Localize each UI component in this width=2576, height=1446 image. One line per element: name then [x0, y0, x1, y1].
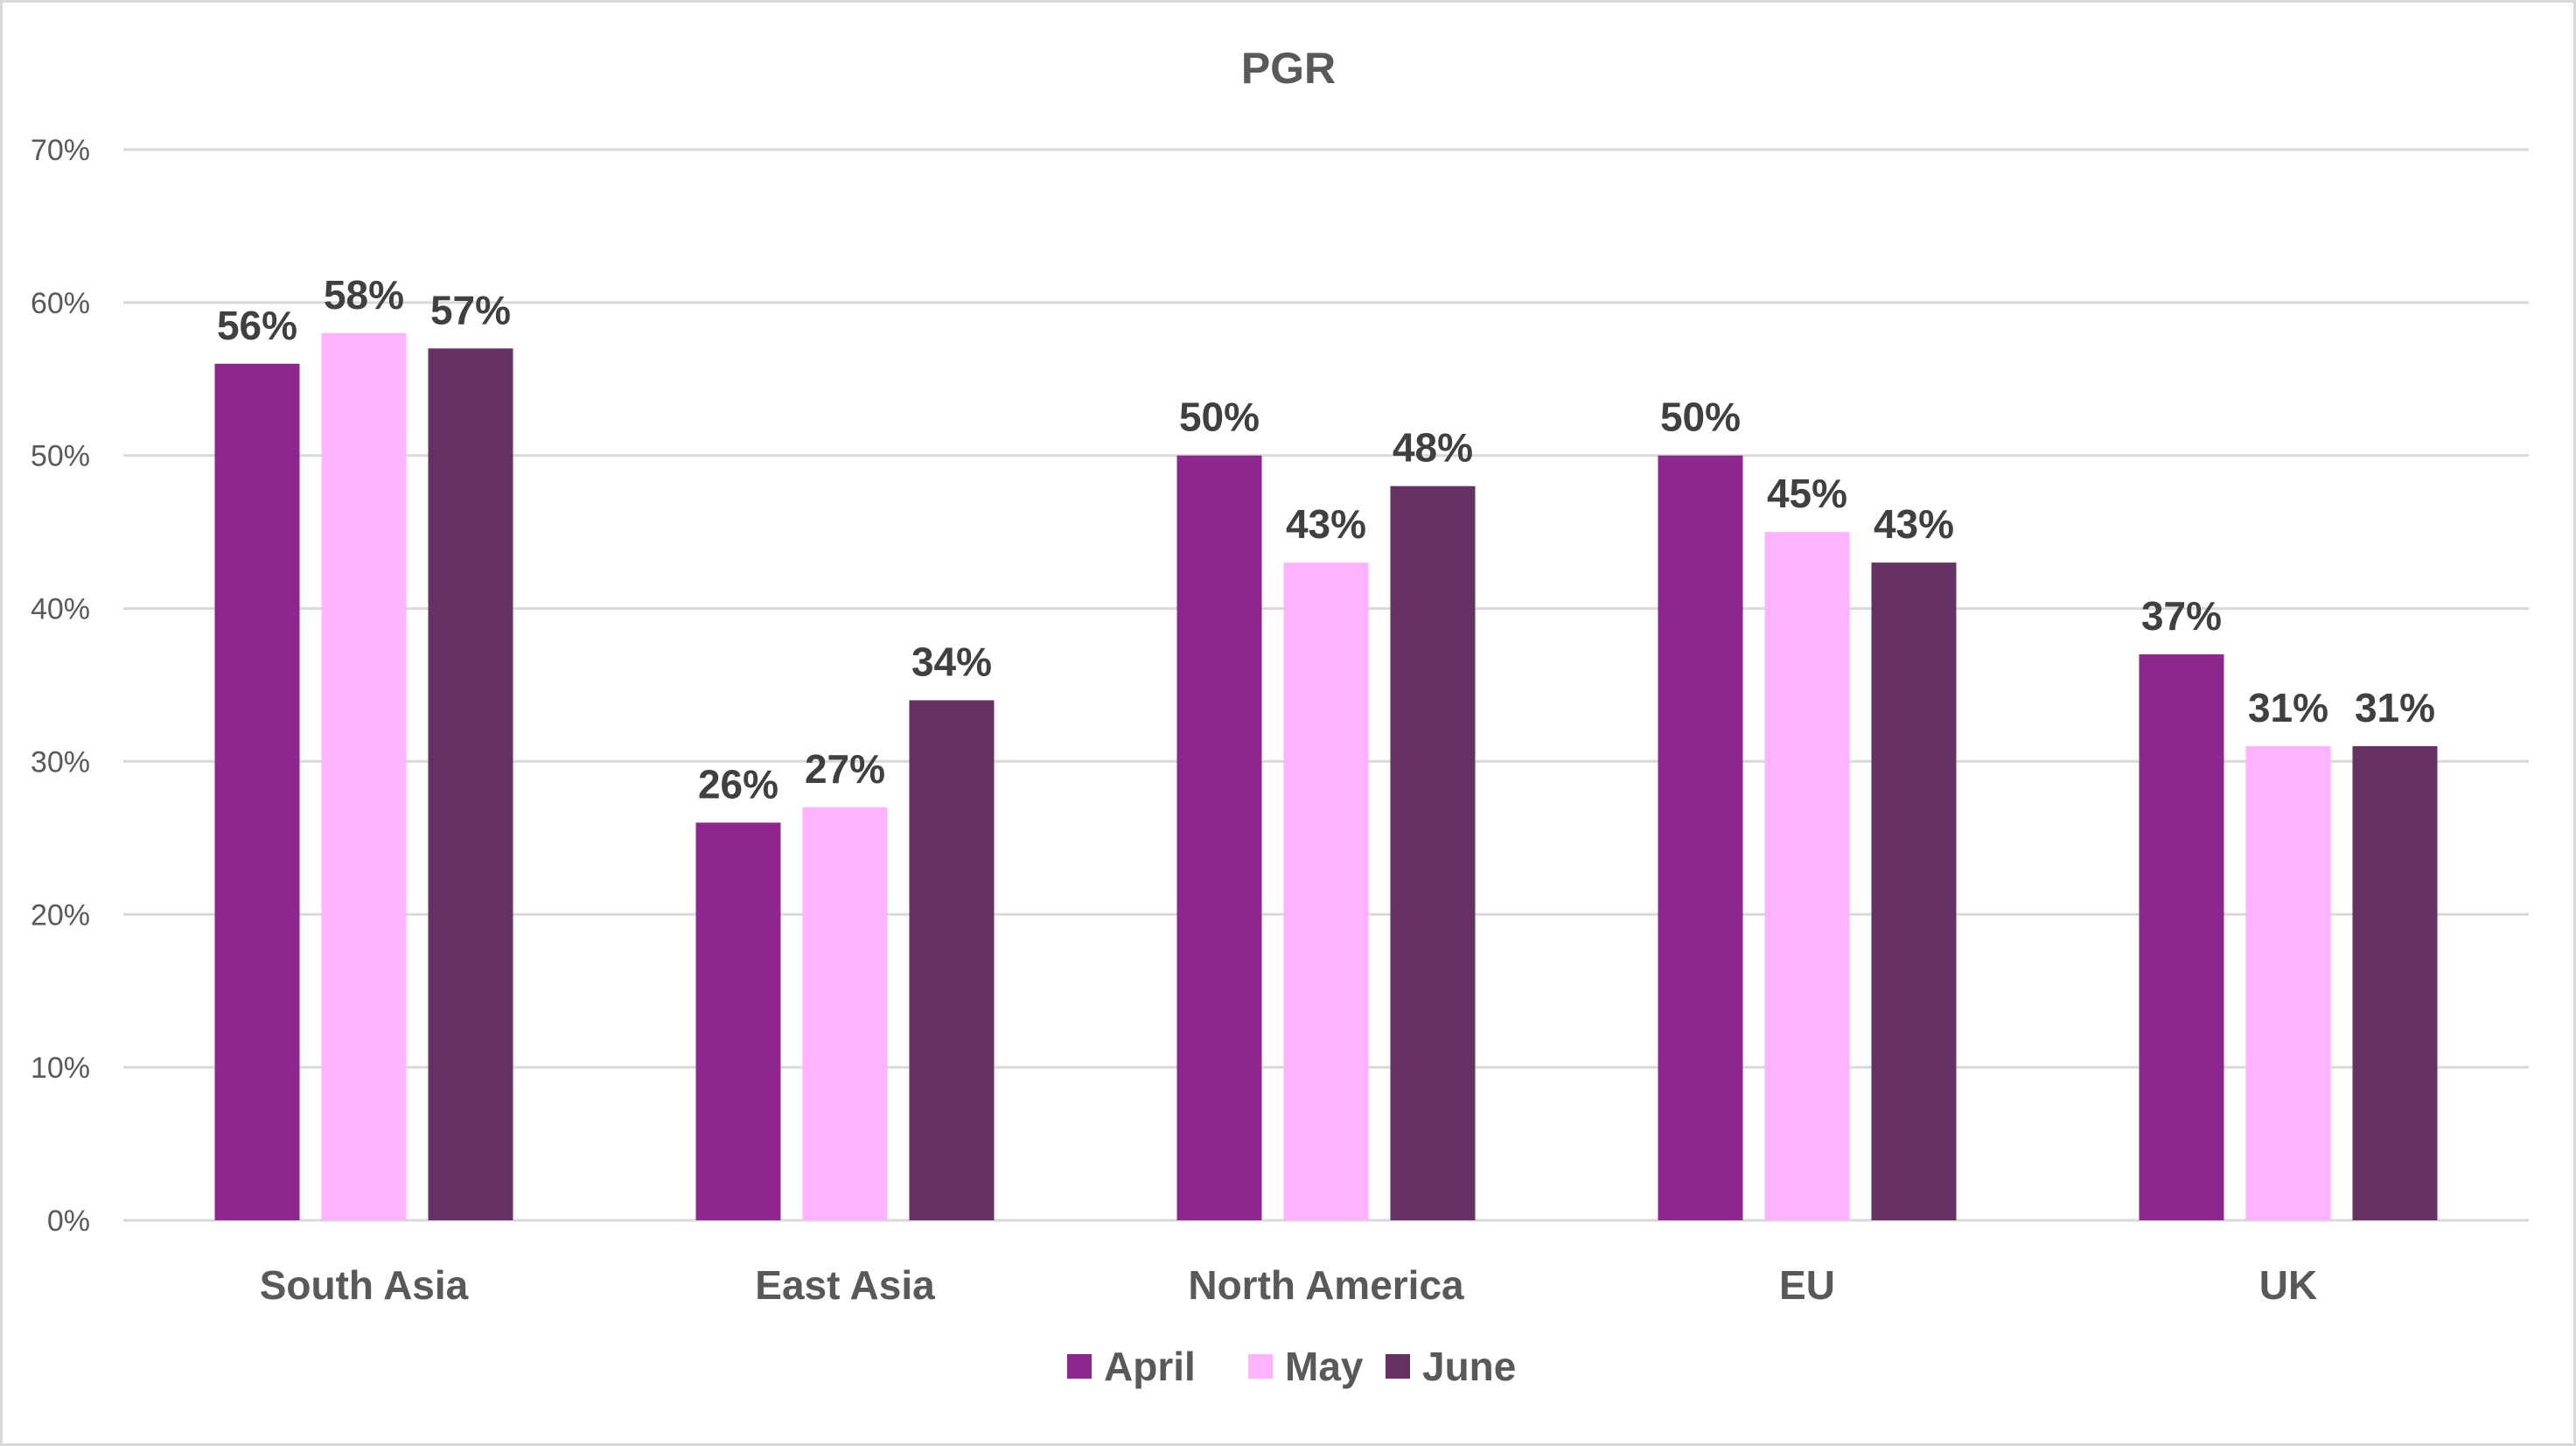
- bar-may-1: [802, 807, 888, 1220]
- y-tick-label: 50%: [31, 440, 90, 473]
- bar-june-3: [1871, 562, 1957, 1220]
- legend-label-may: May: [1285, 1344, 1364, 1389]
- data-label: 31%: [2355, 685, 2435, 730]
- y-tick-label: 70%: [31, 134, 90, 167]
- legend-swatch-may: [1248, 1354, 1273, 1379]
- bar-april-2: [1176, 455, 1262, 1220]
- data-label: 58%: [324, 272, 404, 318]
- legend-swatch-april: [1067, 1354, 1092, 1379]
- legend-label-april: April: [1104, 1344, 1196, 1389]
- bar-april-4: [2139, 654, 2224, 1220]
- data-label: 34%: [911, 639, 992, 684]
- bars: [214, 332, 2438, 1220]
- data-label: 56%: [217, 303, 297, 348]
- data-label: 50%: [1660, 395, 1741, 440]
- x-tick-label: East Asia: [755, 1262, 935, 1308]
- legend: April May June: [1067, 1344, 1516, 1389]
- data-label: 31%: [2248, 685, 2328, 730]
- y-tick-label: 20%: [31, 898, 90, 932]
- bar-june-1: [909, 700, 995, 1220]
- x-tick-label: South Asia: [260, 1262, 469, 1308]
- data-labels: 56% 58% 57% 26% 27% 34% 50% 43% 48% 50% 45% 43% 37% 3…: [217, 272, 2435, 807]
- chart-title: PGR: [1241, 44, 1336, 93]
- y-tick-label: 10%: [31, 1051, 90, 1085]
- x-tick-label: North America: [1188, 1262, 1464, 1308]
- bar-may-4: [2245, 745, 2331, 1220]
- legend-swatch-june: [1386, 1354, 1410, 1379]
- data-label: 43%: [1286, 501, 1366, 547]
- bar-june-4: [2352, 745, 2438, 1220]
- data-label: 26%: [698, 761, 778, 807]
- bar-april-0: [214, 363, 300, 1220]
- bar-chart: PGR 0% 10% 20% 30% 40% 50% 60% 70% 56% 58% 57% 26%…: [31, 44, 2529, 1389]
- data-label: 37%: [2141, 593, 2222, 639]
- data-label: 57%: [430, 287, 511, 332]
- y-tick-label: 40%: [31, 593, 90, 626]
- y-tick-label: 60%: [31, 287, 90, 320]
- bar-may-0: [321, 332, 407, 1220]
- legend-label-june: June: [1422, 1344, 1516, 1389]
- y-tick-label: 0%: [47, 1205, 90, 1238]
- data-label: 45%: [1767, 471, 1847, 516]
- data-label: 27%: [805, 746, 885, 792]
- y-tick-label: 30%: [31, 745, 90, 779]
- data-label: 48%: [1393, 425, 1473, 471]
- y-axis: 0% 10% 20% 30% 40% 50% 60% 70%: [31, 134, 90, 1238]
- x-axis: South Asia East Asia North America EU UK: [260, 1262, 2318, 1308]
- bar-may-3: [1764, 532, 1850, 1220]
- bar-may-2: [1283, 562, 1369, 1220]
- bar-june-0: [428, 348, 513, 1220]
- x-tick-label: UK: [2259, 1262, 2317, 1308]
- bar-june-2: [1390, 485, 1476, 1220]
- bar-april-1: [695, 822, 781, 1220]
- x-tick-label: EU: [1779, 1262, 1835, 1308]
- bar-april-3: [1658, 455, 1743, 1220]
- data-label: 43%: [1874, 501, 1954, 547]
- data-label: 50%: [1179, 395, 1260, 440]
